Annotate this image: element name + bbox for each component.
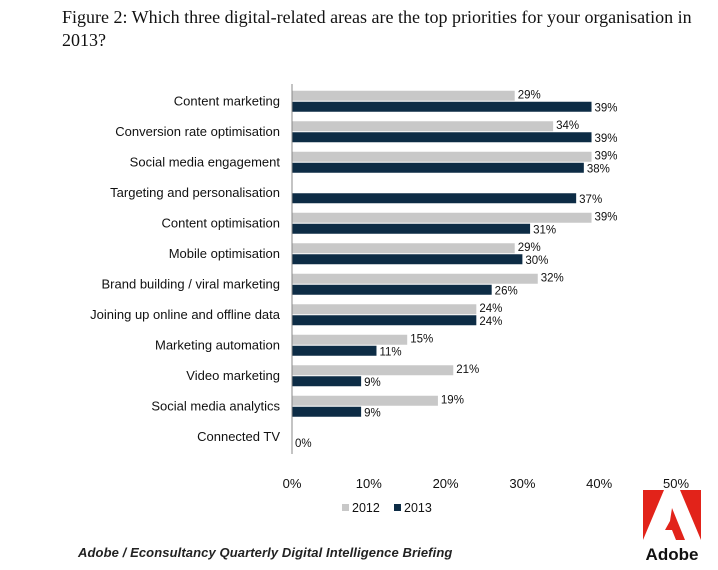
bar-2012-social-media-engagement (292, 151, 592, 162)
value-label-2012-marketing-automation: 15% (410, 333, 433, 345)
value-label-2013-targeting-and-personalisation: 37% (579, 194, 602, 206)
value-label-2012-social-media-analytics: 19% (441, 394, 464, 406)
category-label-brand-building-viral-marketing: Brand building / viral marketing (102, 276, 280, 291)
adobe-logo-left-shape (643, 490, 664, 540)
x-tick-label-0: 0% (283, 476, 302, 491)
category-label-connected-tv: Connected TV (197, 429, 280, 444)
bar-2013-social-media-analytics (292, 406, 362, 417)
bar-2013-joining-up-online-and-offline-data (292, 315, 477, 326)
value-label-2012-conversion-rate-optimisation: 34% (556, 120, 579, 132)
value-label-2012-social-media-engagement: 39% (595, 150, 618, 162)
x-tick-label-30: 30% (509, 476, 535, 491)
bar-2013-targeting-and-personalisation (292, 193, 577, 204)
category-label-targeting-and-personalisation: Targeting and personalisation (110, 185, 280, 200)
value-label-2012-content-marketing: 29% (518, 89, 541, 101)
category-label-video-marketing: Video marketing (186, 368, 280, 383)
x-tick-label-40: 40% (586, 476, 612, 491)
value-label-2013-joining-up-online-and-offline-data: 24% (479, 316, 502, 328)
value-label-2013-content-marketing: 39% (595, 102, 618, 114)
category-label-conversion-rate-optimisation: Conversion rate optimisation (115, 124, 280, 139)
legend-swatch-2012 (342, 504, 349, 511)
bar-2012-mobile-optimisation (292, 243, 515, 254)
value-label-2013-marketing-automation: 11% (379, 346, 401, 358)
bar-2012-marketing-automation (292, 334, 408, 345)
value-label-2012-mobile-optimisation: 29% (518, 242, 541, 254)
category-label-marketing-automation: Marketing automation (155, 337, 280, 352)
category-label-content-optimisation: Content optimisation (161, 215, 280, 230)
adobe-logo-right-shape (680, 490, 701, 540)
bar-2012-joining-up-online-and-offline-data (292, 304, 477, 315)
bar-2012-conversion-rate-optimisation (292, 121, 554, 132)
value-label-2013-conversion-rate-optimisation: 39% (595, 133, 618, 145)
bar-2013-marketing-automation (292, 345, 377, 356)
adobe-logo-text: Adobe (646, 545, 699, 564)
bar-2013-content-marketing (292, 101, 592, 112)
bar-2012-social-media-analytics (292, 395, 438, 406)
value-label-2013-social-media-analytics: 9% (364, 407, 381, 419)
bar-2013-brand-building-viral-marketing (292, 284, 492, 295)
category-label-social-media-analytics: Social media analytics (151, 398, 280, 413)
value-label-2013-brand-building-viral-marketing: 26% (495, 285, 518, 297)
category-label-mobile-optimisation: Mobile optimisation (169, 246, 280, 261)
bar-2012-content-marketing (292, 90, 515, 101)
bar-2013-conversion-rate-optimisation (292, 132, 592, 143)
value-label-2013-video-marketing: 9% (364, 377, 381, 389)
value-label-2012-content-optimisation: 39% (595, 211, 618, 223)
category-label-social-media-engagement: Social media engagement (130, 154, 281, 169)
value-label-2013-connected-tv: 0% (295, 438, 312, 450)
category-label-content-marketing: Content marketing (174, 93, 280, 108)
bar-2012-video-marketing (292, 365, 454, 376)
legend-label-2013: 2013 (404, 501, 432, 515)
bar-2013-mobile-optimisation (292, 254, 523, 265)
figure-title: Figure 2: Which three digital-related ar… (62, 7, 692, 50)
legend-swatch-2013 (394, 504, 401, 511)
source-credit: Adobe / Econsultancy Quarterly Digital I… (78, 545, 453, 560)
adobe-logo-center-shape (665, 508, 685, 540)
bar-2013-video-marketing (292, 376, 362, 387)
bar-2012-content-optimisation (292, 212, 592, 223)
value-label-2013-mobile-optimisation: 30% (525, 255, 548, 267)
bar-2013-social-media-engagement (292, 162, 584, 173)
x-tick-label-20: 20% (433, 476, 459, 491)
value-label-2013-social-media-engagement: 38% (587, 163, 610, 175)
value-label-2013-content-optimisation: 31% (533, 224, 556, 236)
value-label-2012-brand-building-viral-marketing: 32% (541, 272, 564, 284)
category-label-joining-up-online-and-offline-data: Joining up online and offline data (90, 307, 281, 322)
legend-label-2012: 2012 (352, 501, 380, 515)
adobe-logo: Adobe (640, 488, 704, 564)
x-tick-label-50: 50% (663, 476, 689, 491)
value-label-2012-video-marketing: 21% (456, 364, 479, 376)
value-label-2012-joining-up-online-and-offline-data: 24% (479, 303, 502, 315)
bar-2013-content-optimisation (292, 223, 531, 234)
x-tick-label-10: 10% (356, 476, 382, 491)
bar-2012-brand-building-viral-marketing (292, 273, 538, 284)
